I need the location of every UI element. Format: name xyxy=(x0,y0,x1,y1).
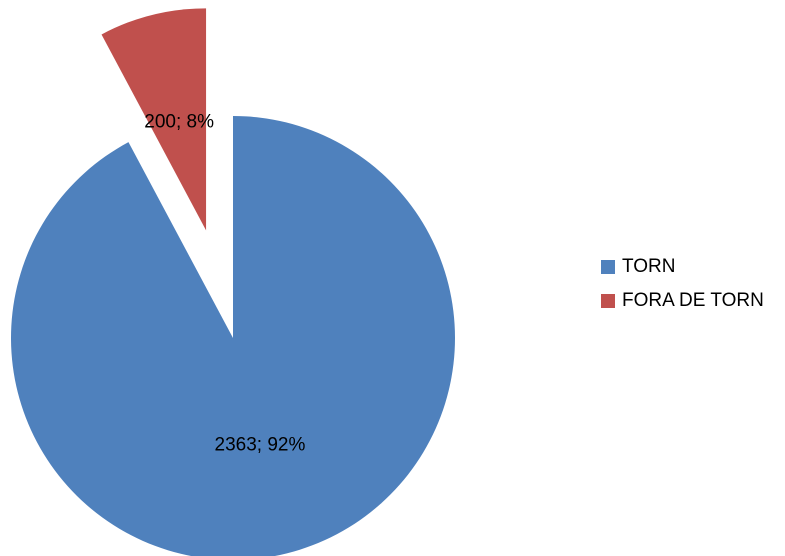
pie-slice xyxy=(101,8,207,231)
legend-label: FORA DE TORN xyxy=(622,290,764,311)
legend-swatch xyxy=(601,260,615,274)
legend-label: TORN xyxy=(622,256,675,277)
data-label: 2363; 92% xyxy=(215,435,306,456)
legend-swatch xyxy=(601,294,615,308)
data-label: 200; 8% xyxy=(144,112,214,133)
pie-slice xyxy=(11,116,455,556)
